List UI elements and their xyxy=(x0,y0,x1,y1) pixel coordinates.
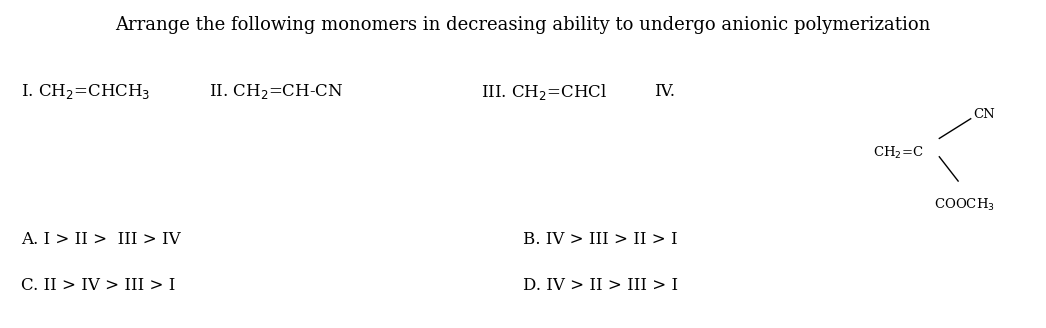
Text: Arrange the following monomers in decreasing ability to undergo anionic polymeri: Arrange the following monomers in decrea… xyxy=(115,16,931,34)
Text: A. I > II >  III > IV: A. I > II > III > IV xyxy=(21,231,181,248)
Text: B. IV > III > II > I: B. IV > III > II > I xyxy=(523,231,678,248)
Text: IV.: IV. xyxy=(654,83,675,100)
Text: III. CH$_2$=CHCl: III. CH$_2$=CHCl xyxy=(481,82,608,102)
Text: COOCH$_3$: COOCH$_3$ xyxy=(934,197,995,213)
Text: CN: CN xyxy=(973,108,995,121)
Text: CH$_2$=C: CH$_2$=C xyxy=(873,144,924,161)
Text: D. IV > II > III > I: D. IV > II > III > I xyxy=(523,277,678,294)
Text: II. CH$_2$=CH-CN: II. CH$_2$=CH-CN xyxy=(209,82,343,101)
Text: I. CH$_2$=CHCH$_3$: I. CH$_2$=CHCH$_3$ xyxy=(21,82,151,101)
Text: C. II > IV > III > I: C. II > IV > III > I xyxy=(21,277,176,294)
